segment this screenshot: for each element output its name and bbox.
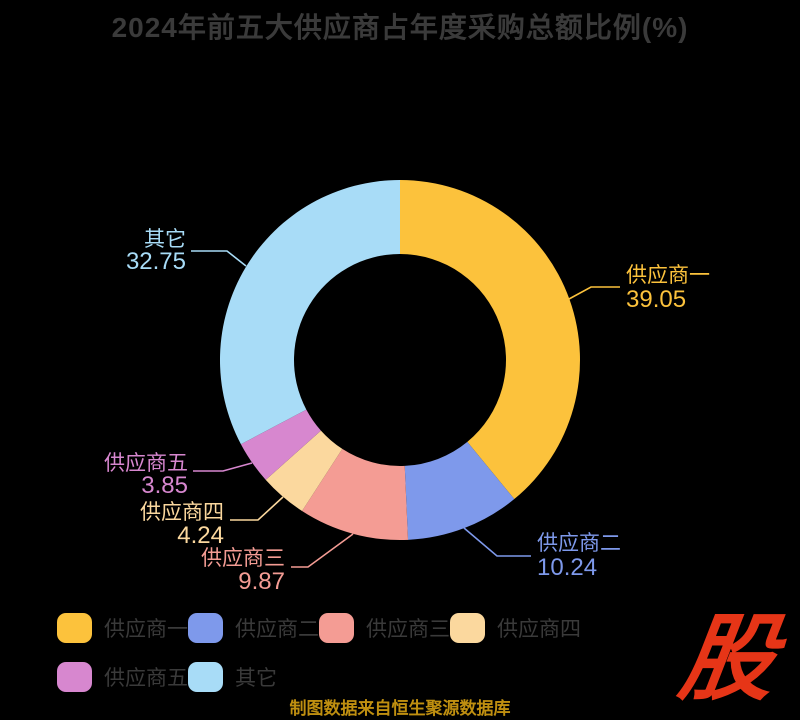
slice-label-value-6: 32.75 (126, 248, 186, 275)
legend-label: 其它 (235, 667, 277, 690)
label-line-5 (193, 462, 253, 472)
legend-swatch-icon (188, 613, 223, 643)
legend: 供应商一 供应商二 供应商三 供应商四供应商五 其它 (57, 613, 677, 692)
chart-title: 2024年前五大供应商占年度采购总额比例(%) (111, 12, 689, 43)
legend-item-2[interactable]: 供应商二 (188, 613, 319, 643)
label-line-1 (568, 286, 620, 300)
slice-label-value-4: 4.24 (177, 522, 224, 549)
pie-slice-2[interactable] (404, 441, 515, 540)
legend-item-3[interactable]: 供应商三 (319, 613, 450, 643)
legend-item-6[interactable]: 其它 (188, 662, 319, 692)
slice-label-value-1: 39.05 (626, 286, 686, 313)
legend-swatch-icon (57, 613, 92, 643)
legend-swatch-icon (188, 662, 223, 692)
label-line-2 (463, 527, 531, 557)
legend-label: 供应商三 (366, 618, 450, 641)
legend-swatch-icon (450, 613, 485, 643)
slice-label-name-4: 供应商四 (140, 501, 224, 524)
pie-slice-3[interactable] (302, 448, 409, 540)
legend-item-4[interactable]: 供应商四 (450, 613, 581, 643)
pie-slice-5[interactable] (240, 409, 321, 480)
slice-label-name-5: 供应商五 (104, 452, 188, 475)
slice-label-value-2: 10.24 (537, 554, 597, 581)
pie-slice-6[interactable] (219, 179, 400, 445)
legend-swatch-icon (57, 662, 92, 692)
legend-label: 供应商五 (104, 667, 188, 690)
legend-item-1[interactable]: 供应商一 (57, 613, 188, 643)
legend-label: 供应商一 (104, 618, 188, 641)
slice-label-value-3: 9.87 (238, 568, 285, 595)
label-line-6 (191, 250, 247, 267)
brand-logo: 股 (673, 606, 783, 711)
legend-label: 供应商二 (235, 618, 319, 641)
legend-label: 供应商四 (497, 618, 581, 641)
slice-label-value-5: 3.85 (141, 472, 188, 499)
label-line-4 (230, 496, 284, 521)
legend-item-5[interactable]: 供应商五 (57, 662, 188, 692)
slice-label-name-1: 供应商一 (626, 264, 710, 287)
slice-label-name-6: 其它 (144, 228, 186, 251)
legend-swatch-icon (319, 613, 354, 643)
pie-slice-1[interactable] (400, 180, 580, 500)
slice-label-name-3: 供应商三 (201, 547, 285, 570)
data-source-note: 制图数据来自恒生聚源数据库 (289, 699, 511, 718)
label-line-3 (291, 533, 354, 568)
pie-slice-4[interactable] (265, 430, 343, 511)
slice-label-name-2: 供应商二 (537, 532, 621, 555)
